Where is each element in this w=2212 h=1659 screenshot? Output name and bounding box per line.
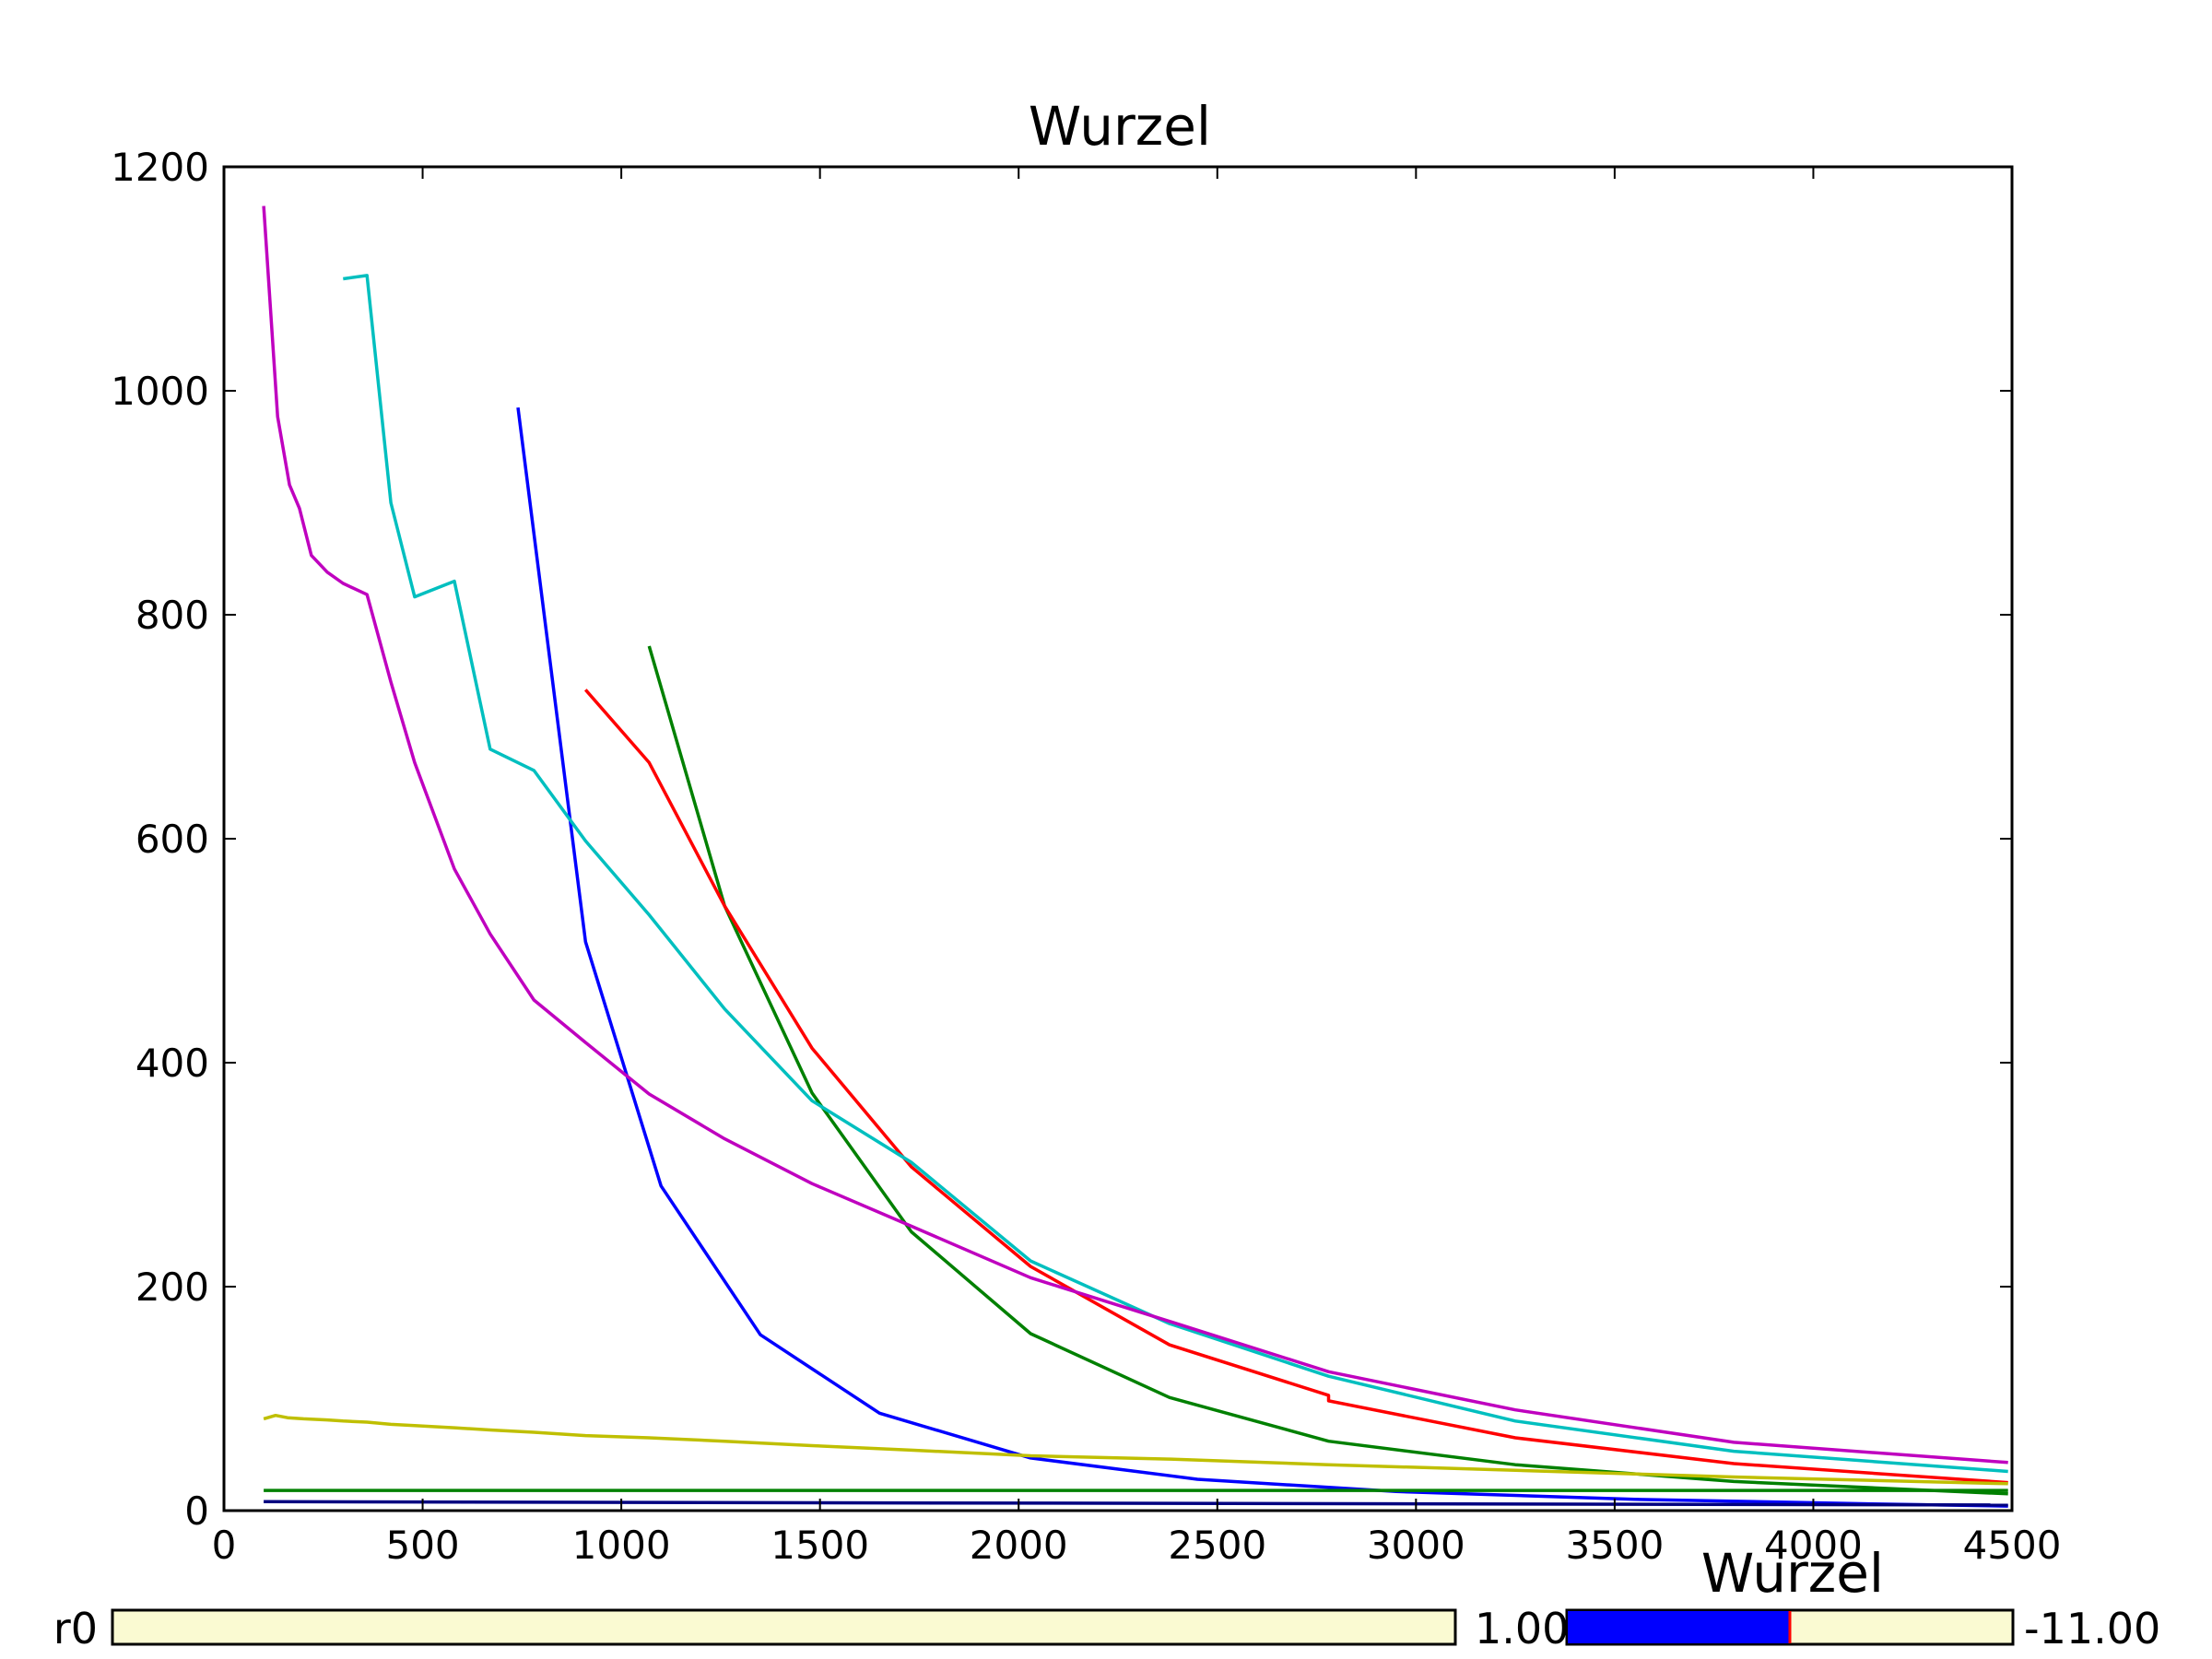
- series-lines: [262, 206, 2008, 1508]
- chart-title: Wurzel: [1029, 95, 1211, 158]
- y-tick-label: 200: [135, 1265, 209, 1310]
- slider-wurzel-title: Wurzel: [1701, 1542, 1884, 1605]
- series-line-5: [263, 1413, 2008, 1486]
- series-line-0: [516, 406, 2008, 1508]
- y-tick-label: 1000: [111, 369, 209, 414]
- slider-r0-track[interactable]: [111, 1608, 1457, 1646]
- x-tick-label: 0: [212, 1523, 237, 1568]
- slider-wurzel-fill: [1568, 1611, 1790, 1643]
- x-tick-label: 1000: [572, 1523, 671, 1568]
- slider-r0-label: r0: [53, 1604, 98, 1653]
- slider-wurzel[interactable]: Wurzel -11.00: [1565, 1542, 2160, 1653]
- series-line-7: [264, 1500, 2008, 1507]
- x-tick-label: 500: [385, 1523, 459, 1568]
- y-tick-label: 0: [184, 1488, 209, 1534]
- y-tick-label: 400: [135, 1041, 209, 1086]
- plot-frame: [222, 165, 2014, 1512]
- x-tick-label: 4000: [1764, 1523, 1863, 1568]
- x-tick-label: 1500: [771, 1523, 869, 1568]
- series-line-2: [583, 688, 2008, 1485]
- axis-ticks: 0 500 1000 1500 2000 2500 3000 3500 4000 4500 0 200…: [111, 145, 2061, 1568]
- x-tick-label: 2500: [1168, 1523, 1266, 1568]
- slider-r0-value: 1.00: [1475, 1604, 1569, 1653]
- y-tick-label: 1200: [111, 145, 209, 190]
- slider-r0[interactable]: r0 1.00: [53, 1604, 1570, 1653]
- y-tick-label: 800: [135, 593, 209, 638]
- x-tick-label: 3000: [1367, 1523, 1465, 1568]
- x-tick-label: 2000: [970, 1523, 1068, 1568]
- series-line-4: [262, 206, 2008, 1465]
- series-line-3: [343, 274, 2008, 1474]
- slider-wurzel-value: -11.00: [2024, 1604, 2160, 1653]
- y-tick-label: 600: [135, 817, 209, 862]
- x-tick-label: 4500: [1963, 1523, 2062, 1568]
- x-tick-label: 3500: [1565, 1523, 1664, 1568]
